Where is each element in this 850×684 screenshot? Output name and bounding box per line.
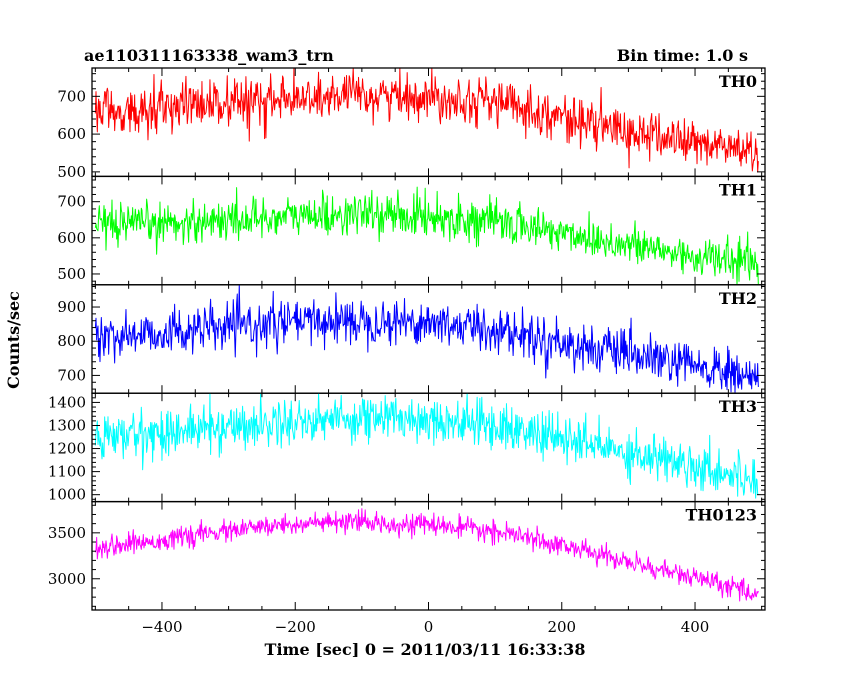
y-tick-label: 700 <box>57 87 86 105</box>
y-tick-label: 600 <box>57 125 86 143</box>
y-tick-label: 700 <box>57 193 86 211</box>
y-axis-label: Counts/sec <box>4 291 23 389</box>
bin-time-label: Bin time: 1.0 s <box>617 46 748 65</box>
panel-label: TH2 <box>719 289 757 308</box>
x-tick-label: 400 <box>681 618 710 636</box>
y-tick-label: 500 <box>57 265 86 283</box>
panel-label: TH0123 <box>685 506 757 525</box>
series-line-th0123 <box>94 508 759 602</box>
panel-frame <box>91 500 766 611</box>
y-tick-label: 1200 <box>48 440 86 458</box>
panel-th0: TH0 500 600 700 <box>57 67 766 181</box>
y-tick-label: 1300 <box>48 416 86 434</box>
y-tick-label: 1100 <box>48 463 86 481</box>
x-tick-label: 0 <box>424 618 434 636</box>
series-line-th3 <box>94 392 759 499</box>
x-axis-label: Time [sec] 0 = 2011/03/11 16:33:38 <box>265 640 586 659</box>
series-line-th1 <box>94 186 759 286</box>
panel-th2: TH2 700 800 900 <box>57 284 766 394</box>
y-tick-label: 600 <box>57 229 86 247</box>
y-tick-label: 1000 <box>48 486 86 504</box>
panel-frame <box>91 175 766 286</box>
y-tick-label: 700 <box>57 366 86 384</box>
y-tick-label: 500 <box>57 163 86 181</box>
y-tick-label: 800 <box>57 332 86 350</box>
y-tick-label: 900 <box>57 298 86 316</box>
panel-label: TH3 <box>719 397 757 416</box>
x-tick-label: −400 <box>141 618 182 636</box>
panel-group: TH0 500 600 700 TH1 500 600 700 TH2 700 800 900 TH3 1… <box>48 67 766 636</box>
panel-label: TH1 <box>719 180 757 199</box>
y-tick-label: 3000 <box>48 570 86 588</box>
y-tick-label: 1400 <box>48 393 86 411</box>
panel-label: TH0 <box>719 72 757 91</box>
x-tick-label: −200 <box>275 618 316 636</box>
series-line-th2 <box>94 284 759 394</box>
panel-frame <box>91 67 766 178</box>
panel-th3: TH3 1000 1100 1200 1300 1400 <box>48 392 766 504</box>
series-line-th0 <box>94 67 759 173</box>
panel-th0123: TH0123 3000 3500 −400 −200 0 200 400 <box>48 500 766 636</box>
chart-title: ae110311163338_wam3_trn <box>84 46 334 65</box>
panel-th1: TH1 500 600 700 <box>57 175 766 286</box>
x-tick-label: 200 <box>547 618 576 636</box>
y-tick-label: 3500 <box>48 524 86 542</box>
